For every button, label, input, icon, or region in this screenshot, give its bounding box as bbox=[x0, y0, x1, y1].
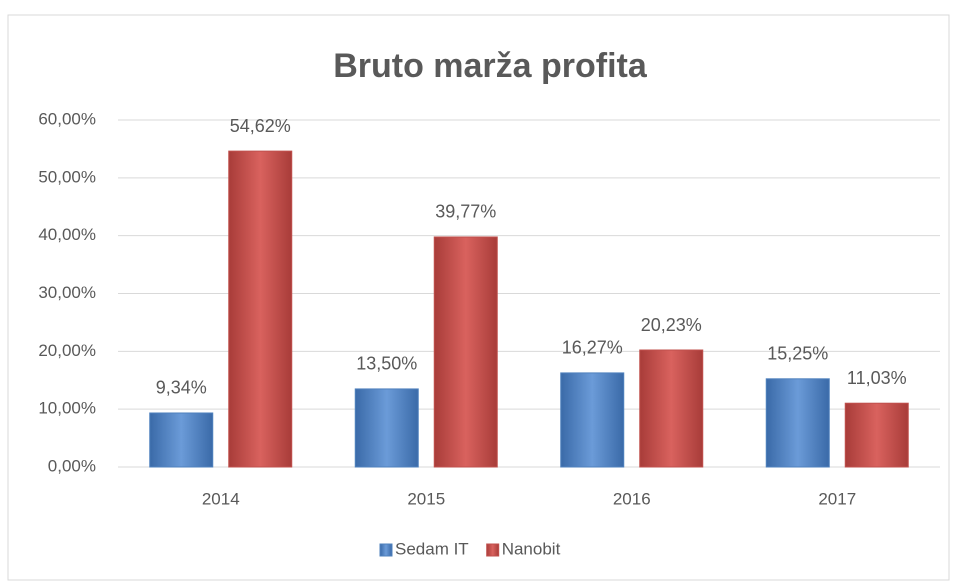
bar bbox=[228, 150, 293, 468]
chart-title: Bruto marža profita bbox=[333, 47, 648, 85]
bar bbox=[639, 349, 704, 468]
y-tick-label: 50,00% bbox=[38, 167, 96, 186]
data-label: 13,50% bbox=[356, 354, 417, 374]
y-tick-label: 30,00% bbox=[38, 283, 96, 302]
legend-label: Sedam IT bbox=[395, 539, 469, 558]
legend-swatch bbox=[379, 543, 393, 557]
x-tick-label: 2014 bbox=[202, 489, 240, 508]
y-tick-label: 40,00% bbox=[38, 225, 96, 244]
y-tick-label: 20,00% bbox=[38, 341, 96, 360]
data-label: 16,27% bbox=[562, 338, 623, 358]
bar bbox=[433, 236, 498, 468]
data-label: 15,25% bbox=[767, 344, 828, 364]
bar bbox=[560, 372, 625, 468]
x-tick-label: 2015 bbox=[407, 489, 445, 508]
bar bbox=[844, 402, 909, 468]
y-tick-label: 60,00% bbox=[38, 109, 96, 128]
bar bbox=[765, 378, 830, 468]
data-label: 39,77% bbox=[435, 202, 496, 222]
data-label: 54,62% bbox=[230, 116, 291, 136]
x-tick-label: 2016 bbox=[613, 489, 651, 508]
y-tick-label: 10,00% bbox=[38, 399, 96, 418]
data-label: 11,03% bbox=[847, 368, 907, 388]
legend-label: Nanobit bbox=[502, 539, 561, 558]
bar bbox=[354, 388, 419, 468]
legend-swatch bbox=[486, 543, 500, 557]
x-tick-label: 2017 bbox=[818, 489, 856, 508]
y-tick-label: 0,00% bbox=[48, 456, 96, 475]
data-label: 9,34% bbox=[156, 378, 207, 398]
data-label: 20,23% bbox=[641, 315, 702, 335]
bar bbox=[149, 412, 214, 468]
